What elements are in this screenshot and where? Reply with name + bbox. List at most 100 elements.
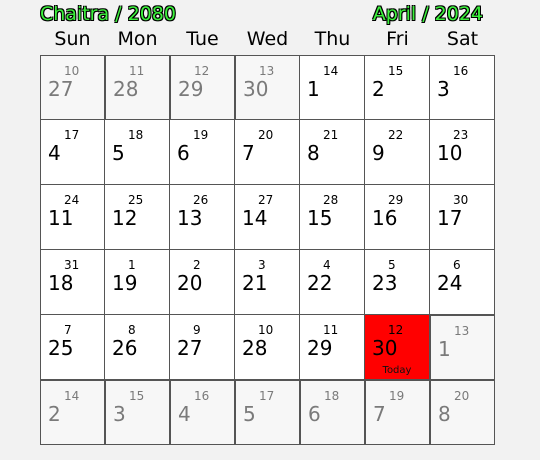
day-cell[interactable]: 15 2 — [365, 55, 430, 120]
bs-date: 28 — [323, 193, 339, 207]
day-cell[interactable]: 27 14 — [235, 185, 300, 250]
bs-date: 17 — [64, 128, 80, 142]
calendar-grid: 10 27 11 28 12 29 13 30 14 1 15 2 16 3 17 4 18 5 19 6 20 7 21 8… — [40, 55, 495, 445]
day-cell[interactable]: 16 3 — [430, 55, 495, 120]
bs-date: 15 — [129, 389, 145, 403]
weekday-label-sun: Sun — [54, 28, 91, 50]
day-cell[interactable]: 6 24 — [430, 250, 495, 315]
day-cell[interactable]: 28 15 — [300, 185, 365, 250]
ad-date: 5 — [112, 141, 125, 165]
bs-date: 26 — [193, 193, 209, 207]
ad-date: 7 — [373, 402, 386, 426]
bs-date: 5 — [388, 258, 396, 272]
ad-date: 2 — [48, 402, 61, 426]
day-cell[interactable]: 23 10 — [430, 120, 495, 185]
day-cell[interactable]: 14 2 — [40, 380, 105, 445]
bs-date: 31 — [64, 258, 80, 272]
ad-date: 28 — [113, 77, 139, 101]
ad-date: 3 — [437, 77, 450, 101]
day-cell[interactable]: 10 28 — [235, 315, 300, 380]
bs-date: 16 — [453, 64, 469, 78]
day-cell[interactable]: 1 19 — [105, 250, 170, 315]
bs-date: 25 — [128, 193, 144, 207]
day-cell[interactable]: 29 16 — [365, 185, 430, 250]
ad-date: 9 — [372, 141, 385, 165]
ad-date: 8 — [307, 141, 320, 165]
ad-date: 26 — [112, 336, 138, 360]
ad-date: 14 — [242, 206, 268, 230]
bs-date: 7 — [64, 323, 72, 337]
ad-date: 27 — [177, 336, 203, 360]
day-cell[interactable]: 13 30 — [235, 55, 300, 120]
bs-date: 20 — [258, 128, 274, 142]
weekday-label-wed: Wed — [246, 28, 289, 50]
ad-date: 23 — [372, 271, 398, 295]
day-cell[interactable]: 24 11 — [40, 185, 105, 250]
day-cell[interactable]: 25 12 — [105, 185, 170, 250]
day-cell[interactable]: 20 7 — [235, 120, 300, 185]
day-cell[interactable]: 14 1 — [300, 55, 365, 120]
bs-date: 14 — [323, 64, 339, 78]
day-cell[interactable]: 17 4 — [40, 120, 105, 185]
bs-date: 30 — [453, 193, 469, 207]
day-cell[interactable]: 19 6 — [170, 120, 235, 185]
bs-date: 19 — [389, 389, 405, 403]
day-cell[interactable]: 13 1 — [430, 315, 495, 380]
bs-date: 27 — [258, 193, 274, 207]
day-cell[interactable]: 26 13 — [170, 185, 235, 250]
day-cell[interactable]: 10 27 — [40, 55, 105, 120]
ad-date: 1 — [438, 337, 451, 361]
weekday-label-mon: Mon — [117, 28, 158, 50]
day-cell[interactable]: 5 23 — [365, 250, 430, 315]
day-cell[interactable]: 15 3 — [105, 380, 170, 445]
day-cell[interactable]: 31 18 — [40, 250, 105, 315]
day-cell[interactable]: 9 27 — [170, 315, 235, 380]
ad-date: 13 — [177, 206, 203, 230]
weekday-label-thu: Thu — [314, 28, 351, 50]
bs-date: 16 — [194, 389, 210, 403]
day-cell[interactable]: 18 6 — [300, 380, 365, 445]
day-cell[interactable]: 17 5 — [235, 380, 300, 445]
day-cell[interactable]: 12 29 — [170, 55, 235, 120]
day-cell[interactable]: 16 4 — [170, 380, 235, 445]
bs-date: 19 — [193, 128, 209, 142]
day-cell[interactable]: 11 29 — [300, 315, 365, 380]
ad-date: 25 — [48, 336, 74, 360]
day-cell[interactable]: 2 20 — [170, 250, 235, 315]
ad-date: 30 — [372, 336, 398, 360]
ad-date: 3 — [113, 402, 126, 426]
ad-date: 16 — [372, 206, 398, 230]
day-cell[interactable]: 8 26 — [105, 315, 170, 380]
bs-date: 29 — [388, 193, 404, 207]
day-cell[interactable]: 19 7 — [365, 380, 430, 445]
bs-date: 12 — [194, 64, 210, 78]
day-cell[interactable]: 3 21 — [235, 250, 300, 315]
ad-date: 30 — [243, 77, 269, 101]
ad-date: 6 — [177, 141, 190, 165]
bs-date: 15 — [388, 64, 404, 78]
day-cell[interactable]: 7 25 — [40, 315, 105, 380]
day-cell[interactable]: 22 9 — [365, 120, 430, 185]
ad-date: 29 — [178, 77, 204, 101]
ad-date: 27 — [48, 77, 74, 101]
ad-date: 11 — [48, 206, 74, 230]
ad-date: 15 — [307, 206, 333, 230]
ad-date: 29 — [307, 336, 333, 360]
bs-date: 3 — [258, 258, 266, 272]
bs-date: 8 — [128, 323, 136, 337]
bs-date: 18 — [324, 389, 340, 403]
day-cell[interactable]: 18 5 — [105, 120, 170, 185]
day-cell[interactable]: 4 22 — [300, 250, 365, 315]
weekday-label-fri: Fri — [386, 28, 409, 50]
day-cell[interactable]: 30 17 — [430, 185, 495, 250]
ad-date: 21 — [242, 271, 268, 295]
day-cell[interactable]: 11 28 — [105, 55, 170, 120]
bs-date: 24 — [64, 193, 80, 207]
day-cell-today[interactable]: 12 30 Today — [365, 315, 430, 380]
ad-date: 5 — [243, 402, 256, 426]
bs-date: 21 — [323, 128, 339, 142]
ad-date: 19 — [112, 271, 138, 295]
calendar-header: Chaitra / 2080 April / 2024 — [40, 2, 483, 26]
day-cell[interactable]: 21 8 — [300, 120, 365, 185]
day-cell[interactable]: 20 8 — [430, 380, 495, 445]
